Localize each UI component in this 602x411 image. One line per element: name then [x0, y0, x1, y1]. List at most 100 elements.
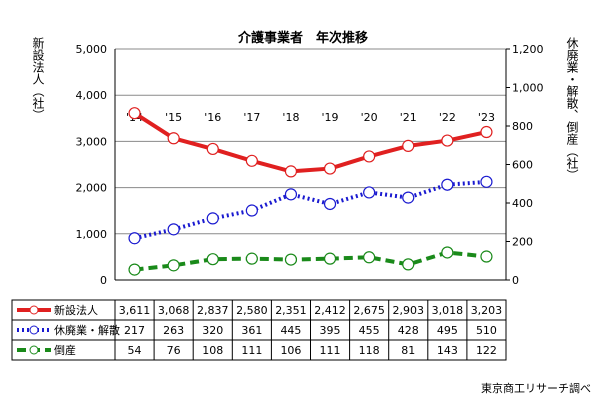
x-tick-label: '23: [478, 111, 495, 124]
table-cell: 118: [359, 344, 380, 357]
data-point: [363, 150, 376, 163]
table-cell: 3,611: [119, 304, 151, 317]
data-point: [167, 223, 180, 236]
table-cell: 2,580: [236, 304, 268, 317]
data-point: [441, 134, 454, 147]
series-line: [133, 111, 487, 174]
table-cell: 108: [202, 344, 223, 357]
data-point: [206, 142, 219, 156]
data-point: [363, 251, 376, 264]
x-tick-label: '16: [204, 111, 221, 124]
table-cell: 76: [167, 344, 181, 357]
data-point: [480, 125, 493, 139]
data-point: [167, 132, 180, 145]
data-point: [245, 204, 258, 217]
left-axis-label: 新設法人（社）: [31, 36, 45, 121]
table-cell: 2,837: [197, 304, 229, 317]
table-cell: 361: [241, 324, 262, 337]
left-tick-label: 3,000: [76, 135, 108, 148]
left-tick-label: 2,000: [76, 182, 108, 195]
data-point: [363, 186, 376, 199]
right-tick-label: 0: [512, 274, 519, 287]
data-point: [284, 188, 298, 201]
data-point: [128, 232, 141, 245]
table-cell: 217: [124, 324, 145, 337]
data-point: [128, 263, 141, 276]
table-cell: 3,203: [471, 304, 503, 317]
x-tick-label: '18: [282, 111, 299, 124]
right-tick-label: 400: [512, 197, 533, 210]
data-point: [402, 139, 415, 152]
legend-marker: [29, 325, 39, 335]
axes: 0 1,000 2,000 3,000 4,000 5,000 0 200 400 600 800 1…: [76, 43, 544, 287]
table-cell: 81: [401, 344, 415, 357]
table-cell: 143: [437, 344, 458, 357]
data-point: [402, 191, 415, 204]
legend-marker: [29, 345, 39, 355]
series-line: [134, 250, 487, 272]
table-cell: 3,068: [158, 304, 190, 317]
x-tick-label: '22: [439, 111, 456, 124]
data-point: [128, 107, 141, 120]
x-tick-label: '19: [322, 111, 339, 124]
table-cell: 428: [398, 324, 419, 337]
table-cell: 111: [320, 344, 341, 357]
series-lines: [128, 107, 493, 276]
table-cell: 455: [359, 324, 380, 337]
table-cell: 2,675: [353, 304, 385, 317]
left-tick-label: 4,000: [76, 89, 108, 102]
data-point: [402, 258, 415, 271]
data-point: [323, 197, 337, 211]
data-point: [480, 175, 493, 188]
data-table: 新設法人 3,611 3,068 2,837 2,580 2,351 2,412 2,675 2…: [11, 299, 507, 361]
table-cell: 2,351: [275, 304, 307, 317]
right-tick-label: 1,200: [512, 43, 544, 56]
table-cell: 3,018: [432, 304, 464, 317]
table-cell: 263: [163, 324, 184, 337]
table-cell: 395: [320, 324, 341, 337]
right-axis-label: 休廃業・解散、倒産（社）: [565, 37, 579, 181]
left-tick-label: 1,000: [76, 228, 108, 241]
legend-label: 倒産: [54, 344, 76, 357]
legend-label: 休廃業・解散: [54, 323, 120, 337]
table-cell: 54: [128, 344, 142, 357]
data-point: [323, 162, 337, 175]
source-note: 東京商工リサーチ調べ: [481, 381, 591, 395]
data-point: [167, 259, 180, 272]
right-tick-label: 600: [512, 159, 533, 172]
data-point: [284, 165, 298, 178]
legend-marker: [29, 305, 39, 315]
left-tick-label: 0: [100, 274, 107, 287]
table-cell: 495: [437, 324, 458, 337]
legend-label: 新設法人: [54, 303, 98, 317]
data-point: [480, 250, 493, 263]
chart-title: 介護事業者 年次推移: [237, 30, 368, 46]
data-point: [323, 252, 337, 265]
table-cell: 445: [280, 324, 301, 337]
data-point: [284, 253, 298, 266]
table-cell: 2,903: [393, 304, 425, 317]
data-point: [245, 154, 258, 167]
table-cell: 2,412: [314, 304, 346, 317]
data-point: [206, 212, 219, 225]
table-cell: 111: [241, 344, 262, 357]
data-point: [206, 253, 219, 266]
data-point: [245, 252, 258, 265]
data-point: [441, 178, 454, 191]
right-tick-label: 800: [512, 120, 533, 133]
series-line: [134, 179, 487, 241]
table-cell: 320: [202, 324, 223, 337]
table-cell: 106: [280, 344, 301, 357]
x-tick-label: '17: [243, 111, 260, 124]
x-tick-label: '15: [165, 111, 182, 124]
data-point: [441, 246, 454, 259]
table-cell: 122: [476, 344, 497, 357]
left-tick-label: 5,000: [76, 43, 108, 56]
right-tick-label: 200: [512, 236, 533, 249]
gridlines: [115, 48, 506, 281]
table-cell: 510: [476, 324, 497, 337]
x-tick-label: '20: [361, 111, 378, 124]
x-tick-label: '21: [400, 111, 417, 124]
right-tick-label: 1,000: [512, 82, 544, 95]
